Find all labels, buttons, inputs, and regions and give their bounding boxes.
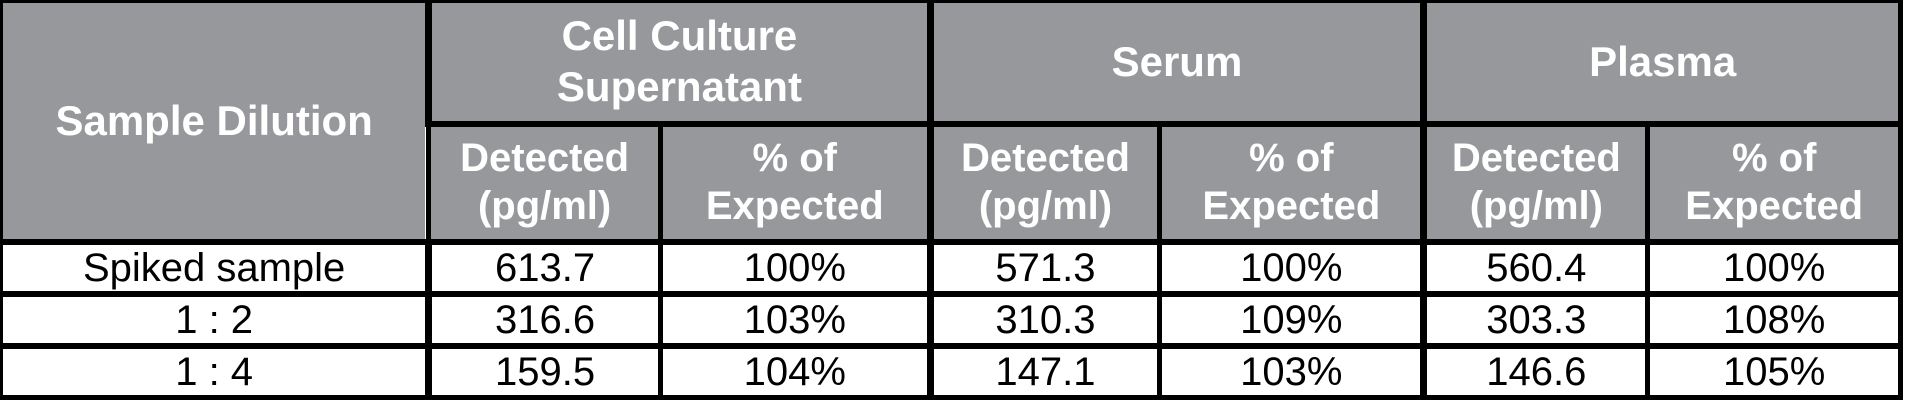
- serum-percent-cell: 109%: [1157, 290, 1427, 349]
- group-header-plasma: Plasma: [1420, 0, 1903, 127]
- sample-dilution-recovery-table: Sample Dilution Cell Culture Supernatant…: [0, 0, 1903, 400]
- subheader-serum-detected: Detected (pg/ml): [926, 121, 1163, 244]
- ccs-percent-cell: 100%: [657, 238, 933, 297]
- group-header-cell-culture-supernatant: Cell Culture Supernatant: [425, 0, 933, 127]
- serum-detected-cell: 147.1: [926, 342, 1163, 400]
- subheader-plasma-percent-expected: % of Expected: [1645, 121, 1903, 244]
- ccs-detected-cell: 159.5: [425, 342, 663, 400]
- table-row-dilution-1-4: 1 : 4 159.5 104% 147.1 103% 146.6 105%: [0, 342, 1903, 400]
- serum-detected-cell: 571.3: [926, 238, 1163, 297]
- plasma-percent-cell: 108%: [1645, 290, 1903, 349]
- group-header-row: Sample Dilution Cell Culture Supernatant…: [0, 0, 1903, 244]
- subheader-serum-percent-expected: % of Expected: [1157, 121, 1427, 244]
- subheader-plasma-detected: Detected (pg/ml): [1420, 121, 1651, 244]
- subheader-ccs-detected: Detected (pg/ml): [427, 121, 663, 244]
- ccs-percent-cell: 103%: [657, 290, 933, 349]
- plasma-percent-cell: 100%: [1645, 238, 1903, 297]
- ccs-detected-cell: 316.6: [425, 290, 663, 349]
- serum-percent-cell: 103%: [1157, 342, 1427, 400]
- plasma-detected-cell: 303.3: [1420, 290, 1651, 349]
- group-header-serum: Serum: [926, 0, 1427, 127]
- ccs-detected-cell: 613.7: [425, 238, 663, 297]
- dilution-cell: 1 : 4: [0, 342, 432, 400]
- plasma-percent-cell: 105%: [1645, 342, 1903, 400]
- table-row-dilution-1-2: 1 : 2 316.6 103% 310.3 109% 303.3 108%: [0, 290, 1903, 349]
- serum-detected-cell: 310.3: [926, 290, 1163, 349]
- dilution-cell: Spiked sample: [0, 238, 432, 297]
- dilution-cell: 1 : 2: [0, 290, 432, 349]
- plasma-detected-cell: 560.4: [1420, 238, 1651, 297]
- serum-percent-cell: 100%: [1157, 238, 1427, 297]
- sub-header-row: Detected (pg/ml) % of Expected Detected …: [2, 121, 1903, 244]
- corner-header-sample-dilution: Sample Dilution: [0, 0, 432, 244]
- table-row-spiked-sample: Spiked sample 613.7 100% 571.3 100% 560.…: [0, 238, 1903, 297]
- plasma-detected-cell: 146.6: [1420, 342, 1651, 400]
- ccs-percent-cell: 104%: [657, 342, 933, 400]
- subheader-ccs-percent-expected: % of Expected: [657, 121, 933, 244]
